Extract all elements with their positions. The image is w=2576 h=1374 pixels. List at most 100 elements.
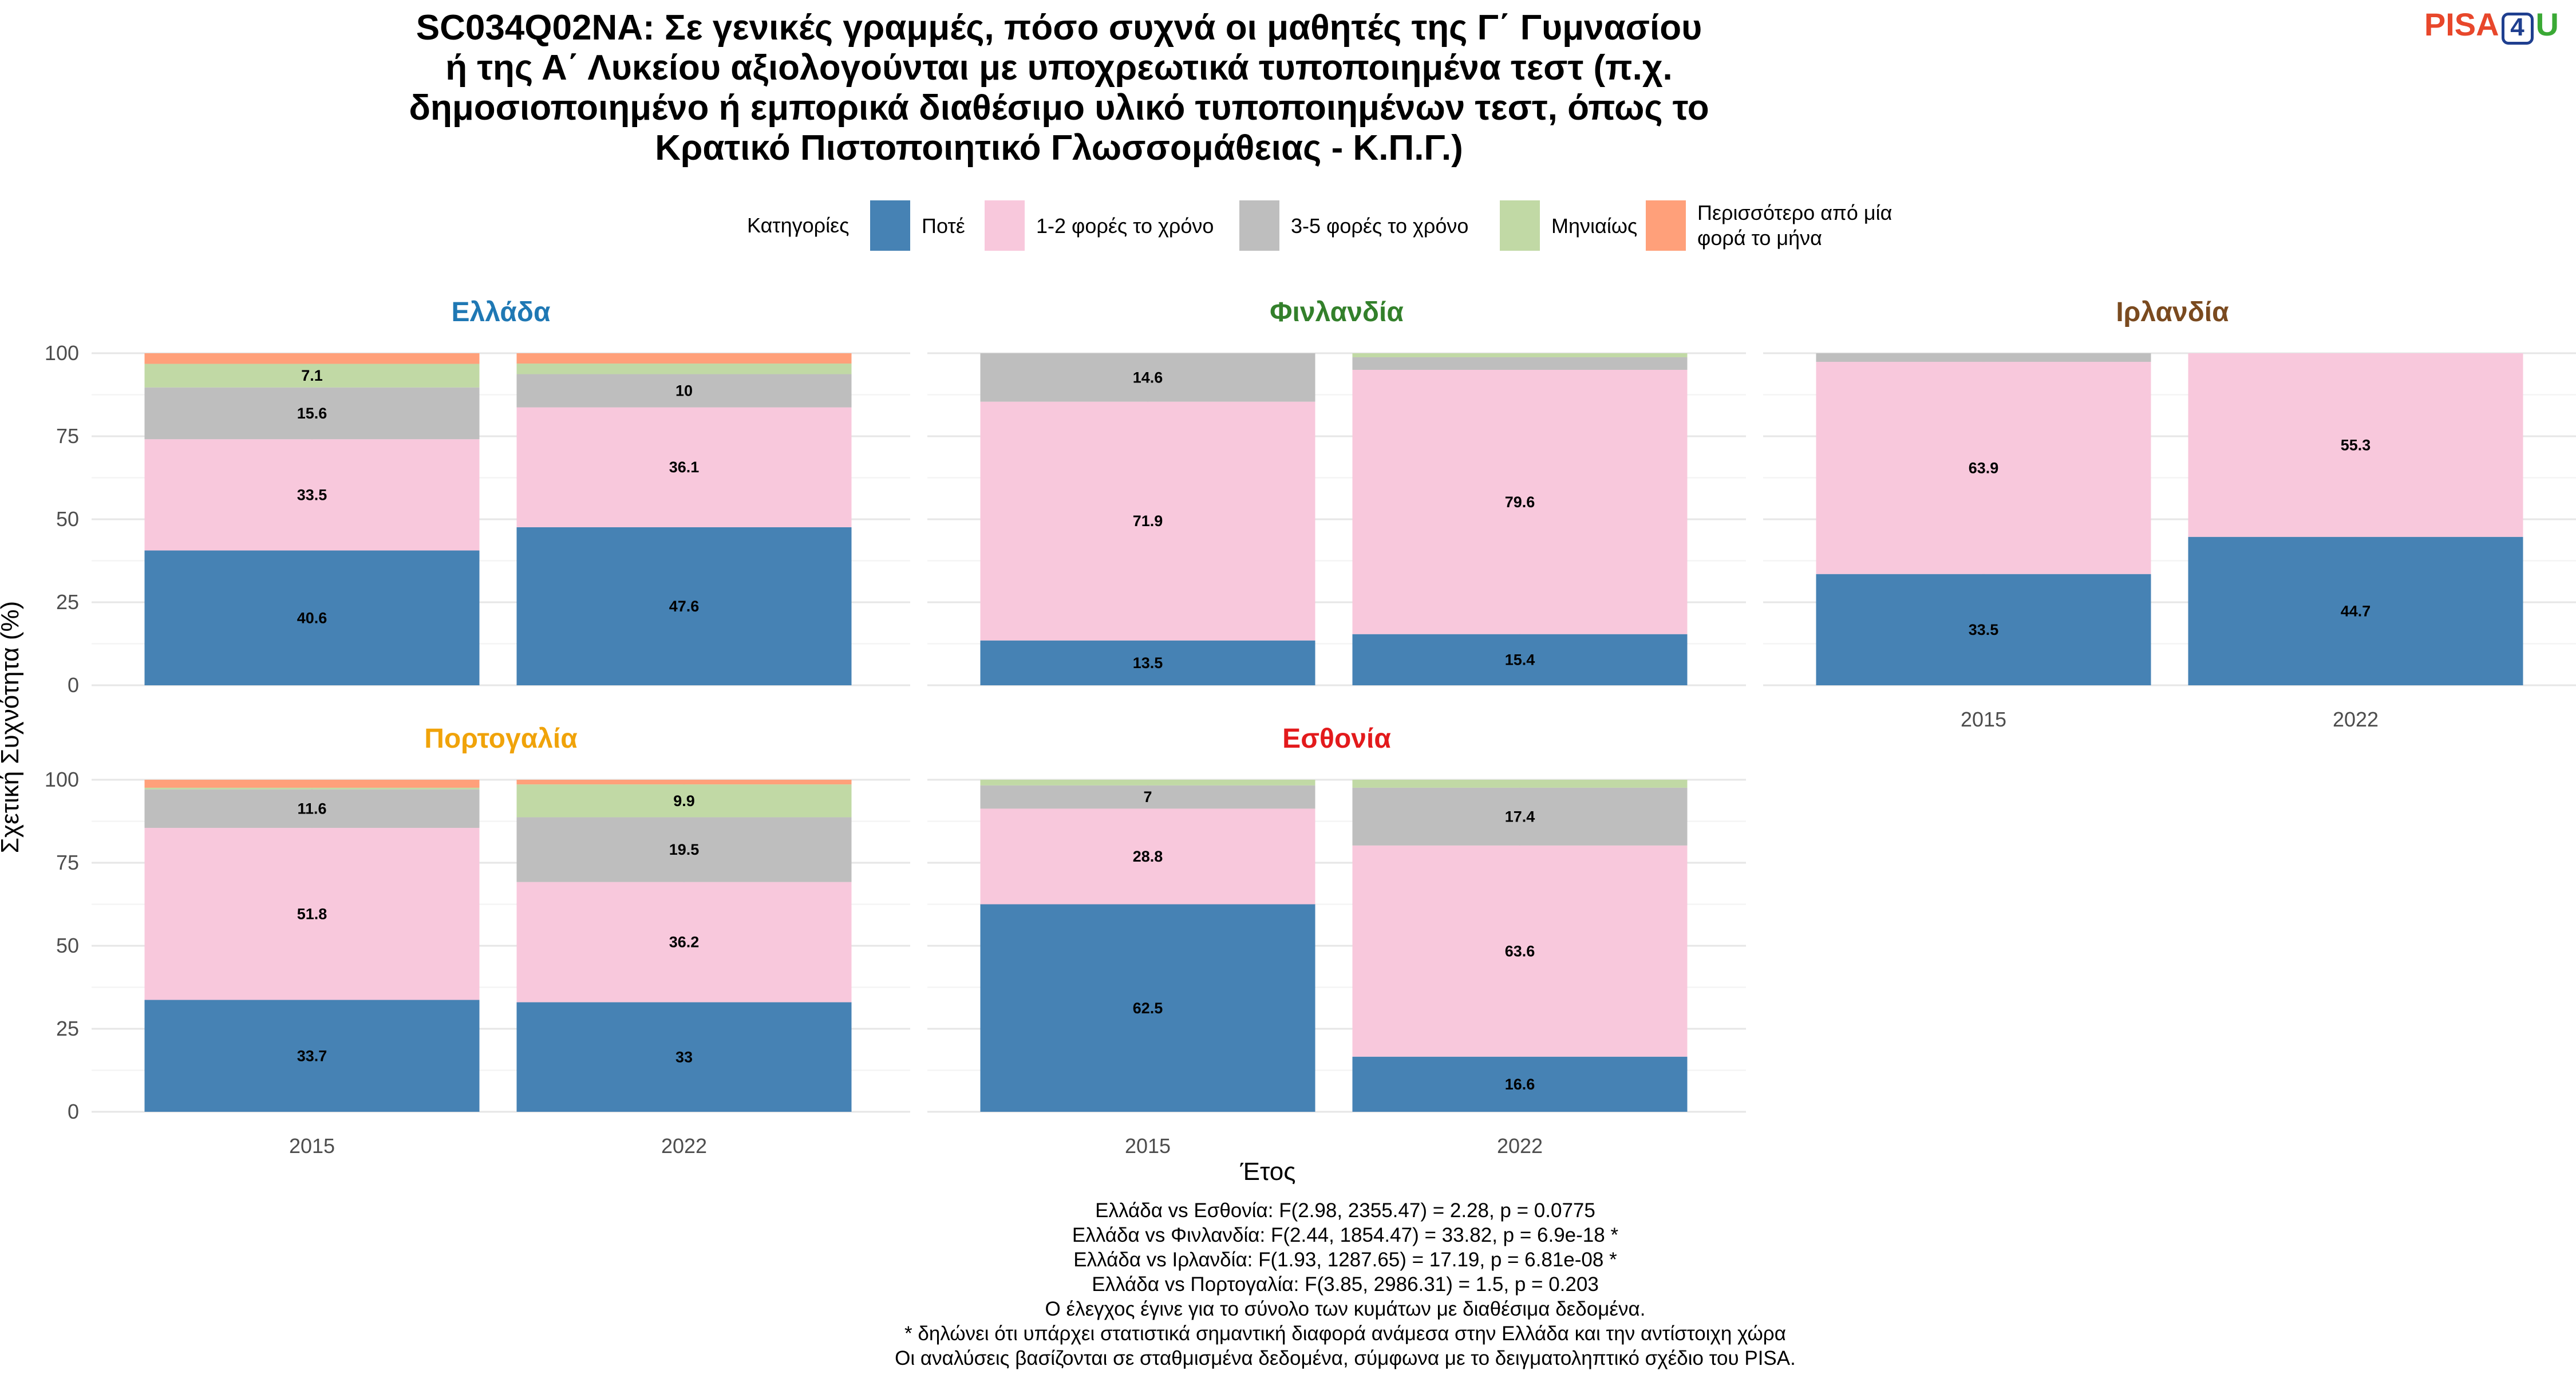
y-tick-label: 0 (68, 673, 79, 697)
facet-title: Ελλάδα (452, 297, 551, 327)
bar-value-label: 63.6 (1505, 942, 1535, 960)
bar-value-label: 44.7 (2341, 602, 2371, 619)
x-tick-label: 2015 (1125, 1134, 1171, 1158)
legend-key (1239, 200, 1279, 251)
bar-segment (516, 374, 852, 408)
logo-digit: 4 (2501, 13, 2534, 45)
bar-segment (1352, 634, 1688, 685)
bar-value-label: 33 (675, 1048, 693, 1065)
bar-segment (1816, 362, 2151, 574)
bar-value-label: 79.6 (1505, 493, 1535, 511)
footnote-line: * δηλώνει ότι υπάρχει στατιστικά σημαντι… (904, 1322, 1786, 1345)
bar-value-label: 33.5 (297, 486, 327, 503)
facet-title: Ιρλανδία (2116, 297, 2229, 327)
logo-text: U (2535, 6, 2559, 42)
legend-key (870, 200, 910, 251)
pisa4u-logo: PISA 4 U (2424, 5, 2559, 45)
bar-segment (144, 439, 480, 551)
bar-segment (1352, 353, 1688, 357)
bar-segment (144, 353, 480, 364)
bar-value-label: 55.3 (2341, 436, 2371, 453)
legend-key (1500, 200, 1540, 251)
bar-value-label: 11.6 (297, 800, 326, 817)
chart-title-line: δημοσιοποιημένο ή εμπορικά διαθέσιμο υλι… (409, 88, 1709, 128)
bar-segment (144, 787, 480, 789)
bar-segment (1816, 353, 2151, 362)
bar-segment (1352, 787, 1688, 846)
bar-segment (144, 364, 480, 388)
y-tick-label: 25 (56, 1017, 79, 1040)
legend-label: Μηνιαίως (1551, 214, 1638, 238)
bar-value-label: 71.9 (1133, 512, 1163, 530)
legend-label: Ποτέ (922, 214, 965, 238)
bar-segment (144, 387, 480, 440)
x-tick-label: 2022 (2333, 708, 2379, 731)
bar-segment (1352, 357, 1688, 370)
x-axis-label: Έτος (1240, 1158, 1296, 1186)
y-tick-label: 25 (56, 590, 79, 614)
bar-segment (980, 808, 1315, 905)
bar-value-label: 14.6 (1133, 369, 1163, 386)
legend-key (1646, 200, 1686, 251)
legend-label: 1-2 φορές το χρόνο (1036, 214, 1214, 238)
chart-title-line: Κρατικό Πιστοποιητικό Γλωσσομάθειας - Κ.… (655, 128, 1463, 168)
bar-value-label: 62.5 (1133, 1000, 1163, 1017)
y-tick-label: 50 (56, 934, 79, 957)
footnote-line: Ελλάδα vs Εσθονία: F(2.98, 2355.47) = 2.… (1095, 1199, 1595, 1222)
logo-text: PISA (2424, 6, 2499, 42)
legend-title: Κατηγορίες (747, 214, 850, 237)
facet-title: Εσθονία (1282, 724, 1391, 754)
chart-title: SC034Q02NA: Σε γενικές γραμμές, πόσο συχ… (401, 8, 1717, 168)
bar-value-label: 40.6 (297, 609, 327, 626)
x-tick-label: 2022 (661, 1134, 707, 1158)
bar-value-label: 19.5 (669, 841, 700, 858)
x-tick-label: 2022 (1497, 1134, 1543, 1158)
chart-title-line: SC034Q02NA: Σε γενικές γραμμές, πόσο συχ… (416, 8, 1702, 48)
bar-segment (516, 780, 852, 785)
bar-segment (980, 640, 1315, 685)
bar-segment (144, 828, 480, 1000)
y-tick-label: 100 (45, 768, 79, 791)
bar-segment (980, 780, 1315, 785)
bar-segment (516, 882, 852, 1002)
footnote-line: Ελλάδα vs Φινλανδία: F(2.44, 1854.47) = … (1072, 1224, 1619, 1246)
bar-value-label: 16.6 (1505, 1076, 1535, 1093)
bar-segment (1352, 1056, 1688, 1112)
bar-segment (144, 780, 480, 788)
footnote-line: Ελλάδα vs Ιρλανδία: F(1.93, 1287.65) = 1… (1073, 1249, 1617, 1271)
footnote-line: Ελλάδα vs Πορτογαλία: F(3.85, 2986.31) =… (1092, 1273, 1599, 1296)
bar-value-label: 17.4 (1505, 808, 1535, 825)
bar-value-label: 33.5 (1969, 621, 1999, 638)
bar-segment (144, 550, 480, 685)
bar-value-label: 15.6 (297, 405, 327, 422)
bar-segment (144, 789, 480, 828)
facet-title: Φινλανδία (1270, 297, 1404, 327)
bar-value-label: 63.9 (1969, 459, 1999, 476)
footnotes: Ελλάδα vs Εσθονία: F(2.98, 2355.47) = 2.… (687, 1198, 2004, 1371)
bar-value-label: 47.6 (669, 598, 700, 615)
y-tick-label: 50 (56, 507, 79, 531)
legend-label: 3-5 φορές το χρόνο (1291, 214, 1469, 238)
bar-segment (980, 401, 1315, 641)
bar-value-label: 15.4 (1505, 651, 1535, 668)
bar-segment (980, 353, 1315, 402)
bar-value-label: 7 (1143, 788, 1152, 806)
y-tick-label: 75 (56, 851, 79, 874)
x-tick-label: 2015 (289, 1134, 335, 1158)
legend-key (985, 200, 1025, 251)
bar-segment (516, 817, 852, 882)
bar-segment (980, 904, 1315, 1112)
chart-title-line: ή της Α΄ Λυκείου αξιολογούνται με υποχρε… (445, 48, 1673, 88)
bar-segment (516, 784, 852, 818)
bar-segment (2188, 536, 2523, 685)
bar-segment (516, 353, 852, 364)
bar-segment (516, 1002, 852, 1112)
bar-segment (1352, 845, 1688, 1057)
bar-segment (2188, 353, 2523, 537)
bar-segment (516, 363, 852, 374)
x-tick-label: 2015 (1961, 708, 2006, 731)
y-tick-label: 75 (56, 424, 79, 448)
bar-value-label: 36.1 (669, 459, 700, 476)
y-axis-label: Σχετική Συχνότητα (%) (0, 601, 24, 854)
